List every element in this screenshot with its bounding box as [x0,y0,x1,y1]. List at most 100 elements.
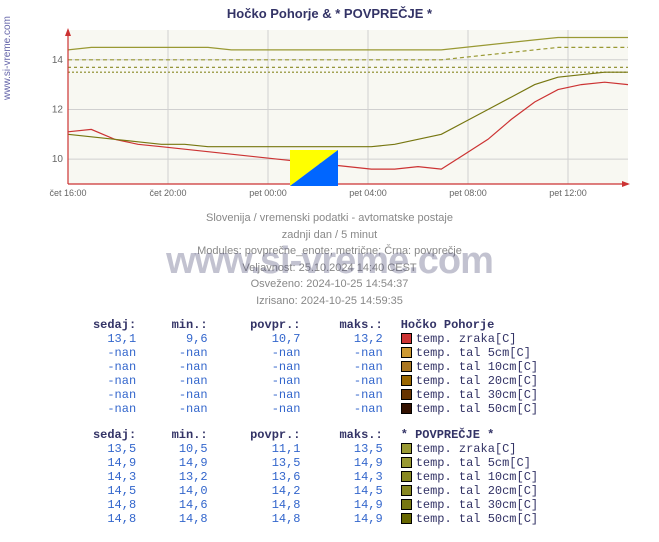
val-maks: 14,9 [307,498,389,512]
val-povpr: 14,8 [214,498,307,512]
color-swatch-icon [401,347,412,358]
table-row: 14,313,213,614,3temp. tal 10cm[C] [60,470,620,484]
val-maks: 14,5 [307,484,389,498]
val-min: 14,9 [142,456,213,470]
val-sedaj: -nan [60,402,142,416]
val-sedaj: 14,8 [60,498,142,512]
val-sedaj: -nan [60,374,142,388]
series-label: temp. tal 50cm[C] [389,402,620,416]
svg-text:10: 10 [52,154,64,165]
site-logo-icon [290,150,338,186]
table-row: 13,19,610,713,2temp. zraka[C] [60,332,620,346]
val-povpr: 14,2 [214,484,307,498]
val-maks: 14,9 [307,456,389,470]
color-swatch-icon [401,375,412,386]
val-min: -nan [142,360,213,374]
val-sedaj: -nan [60,360,142,374]
color-swatch-icon [401,389,412,400]
val-sedaj: 14,3 [60,470,142,484]
meta-line: Veljavnost: 25.10.2024 14:40 CEST [0,260,659,277]
col-header: sedaj: [60,318,142,332]
val-min: 10,5 [142,442,213,456]
color-swatch-icon [401,403,412,414]
val-min: -nan [142,402,213,416]
val-maks: 13,2 [307,332,389,346]
table-row: -nan-nan-nan-nantemp. tal 30cm[C] [60,388,620,402]
val-povpr: -nan [214,402,307,416]
table-row: -nan-nan-nan-nantemp. tal 50cm[C] [60,402,620,416]
chart-plot: 101214čet 16:00čet 20:00pet 00:00pet 04:… [38,24,638,204]
val-maks: -nan [307,360,389,374]
color-swatch-icon [401,513,412,524]
series-label: temp. tal 5cm[C] [389,456,620,470]
svg-text:14: 14 [52,55,64,66]
val-maks: 13,5 [307,442,389,456]
svg-text:pet 12:00: pet 12:00 [549,188,587,198]
meta-line: Modules: povprečne_enote; metrične; Črna… [0,243,659,260]
meta-line: Slovenija / vremenski podatki - avtomats… [0,210,659,227]
val-sedaj: 14,5 [60,484,142,498]
val-min: 13,2 [142,470,213,484]
val-povpr: -nan [214,360,307,374]
val-povpr: 13,5 [214,456,307,470]
svg-text:pet 00:00: pet 00:00 [249,188,287,198]
meta-line: zadnji dan / 5 minut [0,227,659,244]
val-sedaj: 14,8 [60,512,142,526]
val-maks: -nan [307,388,389,402]
series-label: temp. tal 20cm[C] [389,484,620,498]
color-swatch-icon [401,471,412,482]
series-label: temp. tal 10cm[C] [389,360,620,374]
col-header: maks.: [307,318,389,332]
val-povpr: 14,8 [214,512,307,526]
table-row: -nan-nan-nan-nantemp. tal 10cm[C] [60,360,620,374]
metadata-block: Slovenija / vremenski podatki - avtomats… [0,210,659,309]
series-label: temp. tal 10cm[C] [389,470,620,484]
color-swatch-icon [401,457,412,468]
val-maks: -nan [307,346,389,360]
table-row: -nan-nan-nan-nantemp. tal 5cm[C] [60,346,620,360]
table-row: 14,814,814,814,9temp. tal 50cm[C] [60,512,620,526]
val-maks: -nan [307,402,389,416]
val-povpr: -nan [214,346,307,360]
meta-line: Osveženo: 2024-10-25 14:54:37 [0,276,659,293]
stats-table: sedaj:min.:povpr.:maks.:Hočko Pohorje13,… [60,318,620,416]
col-header: sedaj: [60,428,142,442]
table-row: -nan-nan-nan-nantemp. tal 20cm[C] [60,374,620,388]
val-sedaj: -nan [60,346,142,360]
val-maks: 14,9 [307,512,389,526]
table-row: 14,514,014,214,5temp. tal 20cm[C] [60,484,620,498]
val-min: 14,8 [142,512,213,526]
series-label: temp. zraka[C] [389,442,620,456]
y-axis-label: www.si-vreme.com [2,16,13,100]
series-label: temp. tal 20cm[C] [389,374,620,388]
stats-table: sedaj:min.:povpr.:maks.:* POVPREČJE *13,… [60,428,620,526]
val-sedaj: 13,5 [60,442,142,456]
series-label: temp. tal 30cm[C] [389,388,620,402]
val-min: 14,6 [142,498,213,512]
col-header: povpr.: [214,428,307,442]
series-label: temp. tal 30cm[C] [389,498,620,512]
col-header: maks.: [307,428,389,442]
val-sedaj: -nan [60,388,142,402]
val-povpr: 10,7 [214,332,307,346]
val-maks: 14,3 [307,470,389,484]
val-sedaj: 13,1 [60,332,142,346]
series-label: temp. zraka[C] [389,332,620,346]
table-row: 14,814,614,814,9temp. tal 30cm[C] [60,498,620,512]
svg-text:čet 16:00: čet 16:00 [49,188,86,198]
color-swatch-icon [401,443,412,454]
legend-tables: sedaj:min.:povpr.:maks.:Hočko Pohorje13,… [60,318,620,538]
val-min: 14,0 [142,484,213,498]
svg-text:čet 20:00: čet 20:00 [149,188,186,198]
table-row: 14,914,913,514,9temp. tal 5cm[C] [60,456,620,470]
val-min: -nan [142,374,213,388]
color-swatch-icon [401,485,412,496]
val-min: -nan [142,388,213,402]
group-header: * POVPREČJE * [389,428,620,442]
val-sedaj: 14,9 [60,456,142,470]
val-povpr: -nan [214,374,307,388]
series-label: temp. tal 5cm[C] [389,346,620,360]
col-header: min.: [142,428,213,442]
table-row: 13,510,511,113,5temp. zraka[C] [60,442,620,456]
val-maks: -nan [307,374,389,388]
